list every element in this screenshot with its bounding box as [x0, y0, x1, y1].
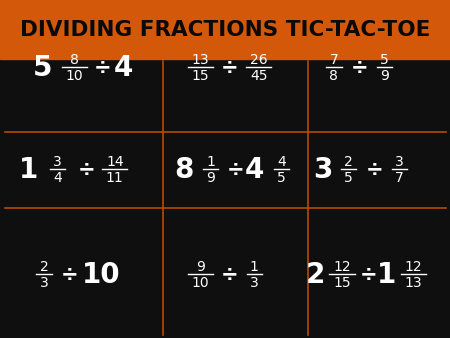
Text: 2: 2 — [40, 261, 49, 274]
Text: 11: 11 — [106, 171, 124, 185]
Text: 13: 13 — [191, 53, 209, 67]
Text: 10: 10 — [82, 262, 121, 289]
Text: 26: 26 — [250, 53, 268, 67]
Text: 2: 2 — [305, 262, 325, 289]
Text: 2: 2 — [344, 155, 353, 169]
Text: 4: 4 — [244, 156, 264, 184]
Text: 9: 9 — [380, 69, 389, 82]
Text: DIVIDING FRACTIONS TIC-TAC-TOE: DIVIDING FRACTIONS TIC-TAC-TOE — [20, 20, 430, 40]
Text: 3: 3 — [250, 276, 259, 290]
Text: 1: 1 — [206, 155, 215, 169]
Text: 12: 12 — [404, 261, 422, 274]
Text: 1: 1 — [250, 261, 259, 274]
Text: 5: 5 — [344, 171, 353, 185]
Text: 13: 13 — [404, 276, 422, 290]
Text: ÷: ÷ — [77, 160, 95, 180]
Text: ÷: ÷ — [227, 160, 245, 180]
Text: 5: 5 — [277, 171, 286, 185]
Text: 4: 4 — [277, 155, 286, 169]
Text: 8: 8 — [329, 69, 338, 82]
Text: 3: 3 — [53, 155, 62, 169]
Text: ÷: ÷ — [61, 265, 79, 286]
Text: 3: 3 — [395, 155, 404, 169]
Text: ÷: ÷ — [360, 265, 378, 286]
Text: 4: 4 — [114, 54, 134, 81]
Text: ÷: ÷ — [220, 265, 238, 286]
Text: 7: 7 — [395, 171, 404, 185]
Text: 1: 1 — [378, 262, 396, 289]
Text: 8: 8 — [70, 53, 79, 67]
Bar — [0, 0, 450, 59]
Text: 1: 1 — [19, 156, 38, 184]
Text: 9: 9 — [206, 171, 215, 185]
Text: 45: 45 — [250, 69, 267, 82]
Text: 12: 12 — [333, 261, 351, 274]
Text: 9: 9 — [196, 261, 205, 274]
Text: ÷: ÷ — [351, 57, 369, 78]
Text: 7: 7 — [329, 53, 338, 67]
Text: ÷: ÷ — [220, 57, 238, 78]
Text: 15: 15 — [333, 276, 351, 290]
Text: ÷: ÷ — [366, 160, 384, 180]
Text: 10: 10 — [65, 69, 83, 82]
Text: 5: 5 — [33, 54, 53, 81]
Text: 14: 14 — [106, 155, 124, 169]
Text: 15: 15 — [191, 69, 209, 82]
Text: ÷: ÷ — [94, 57, 112, 78]
Text: 10: 10 — [191, 276, 209, 290]
Text: 4: 4 — [53, 171, 62, 185]
Text: 3: 3 — [313, 156, 333, 184]
Text: 3: 3 — [40, 276, 49, 290]
Text: 5: 5 — [380, 53, 389, 67]
Text: 8: 8 — [174, 156, 194, 184]
